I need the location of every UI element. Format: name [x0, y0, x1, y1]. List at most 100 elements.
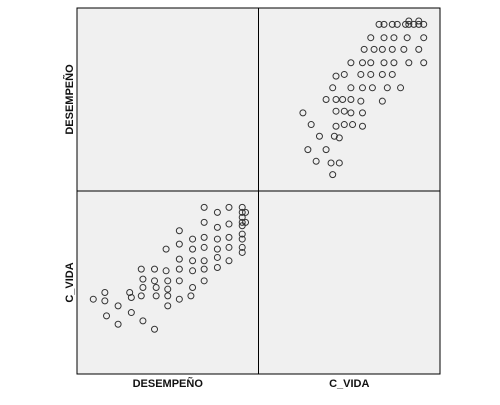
point [213, 235, 221, 243]
point [189, 245, 197, 253]
point [238, 213, 246, 221]
point [89, 295, 97, 303]
point [200, 203, 208, 211]
point [152, 284, 160, 292]
point [322, 146, 330, 154]
point [242, 218, 250, 226]
point [367, 34, 375, 42]
point [383, 84, 391, 92]
point [335, 134, 343, 142]
point [332, 72, 340, 80]
point [388, 70, 396, 78]
point [200, 218, 208, 226]
point [378, 97, 386, 105]
point [368, 84, 376, 92]
point [213, 263, 221, 271]
point [175, 240, 183, 248]
point [200, 265, 208, 273]
point [238, 208, 246, 216]
row-label: DESEMPEÑO [63, 64, 76, 135]
point [349, 121, 357, 129]
point [360, 45, 368, 53]
point [415, 45, 423, 53]
point [127, 294, 135, 302]
point [299, 109, 307, 117]
column-label: C_VIDA [329, 378, 369, 390]
point [103, 312, 111, 320]
point [213, 223, 221, 231]
point [358, 59, 366, 67]
point [137, 265, 145, 273]
point [327, 159, 335, 167]
point [164, 277, 172, 285]
point [390, 59, 398, 67]
point [200, 257, 208, 265]
point [189, 235, 197, 243]
point [347, 96, 355, 103]
point [151, 325, 159, 333]
point [393, 20, 401, 28]
point [139, 284, 147, 292]
point [347, 84, 355, 92]
point [420, 34, 428, 42]
point [225, 203, 233, 211]
point [405, 17, 413, 25]
point [329, 84, 337, 92]
point [347, 109, 355, 117]
point [420, 20, 428, 28]
point [405, 59, 413, 67]
point [420, 59, 428, 67]
point [101, 297, 109, 305]
point [315, 132, 323, 140]
point [388, 45, 396, 53]
point [189, 284, 197, 292]
point [225, 243, 233, 251]
point [164, 302, 172, 310]
point [189, 257, 197, 265]
point [175, 227, 183, 235]
point [415, 17, 423, 25]
point [380, 20, 388, 28]
point [329, 171, 337, 179]
point [175, 265, 183, 273]
point [307, 121, 315, 129]
point [101, 289, 109, 297]
panel [258, 190, 441, 375]
point [332, 107, 340, 115]
point [367, 70, 375, 78]
point [187, 292, 195, 300]
point [380, 59, 388, 67]
point [375, 20, 383, 28]
point [152, 292, 160, 300]
point [347, 59, 355, 67]
point [175, 255, 183, 263]
point [114, 302, 122, 310]
point [370, 45, 378, 53]
point [322, 96, 330, 103]
point [238, 203, 246, 211]
point [358, 84, 366, 92]
point [127, 309, 135, 317]
point [400, 45, 408, 53]
point [330, 132, 338, 140]
point [238, 243, 246, 251]
point [151, 265, 159, 273]
point [397, 84, 405, 92]
point [340, 70, 348, 78]
point [242, 208, 250, 216]
point [114, 320, 122, 328]
point [388, 20, 396, 28]
point [175, 277, 183, 285]
point [225, 257, 233, 265]
panel [258, 7, 441, 192]
panel [76, 190, 259, 375]
point [415, 20, 423, 28]
point [213, 245, 221, 253]
point [340, 107, 348, 115]
point [151, 277, 159, 285]
row-label: C_VIDA [64, 262, 76, 302]
point [139, 317, 147, 325]
point [164, 292, 172, 300]
point [213, 253, 221, 261]
